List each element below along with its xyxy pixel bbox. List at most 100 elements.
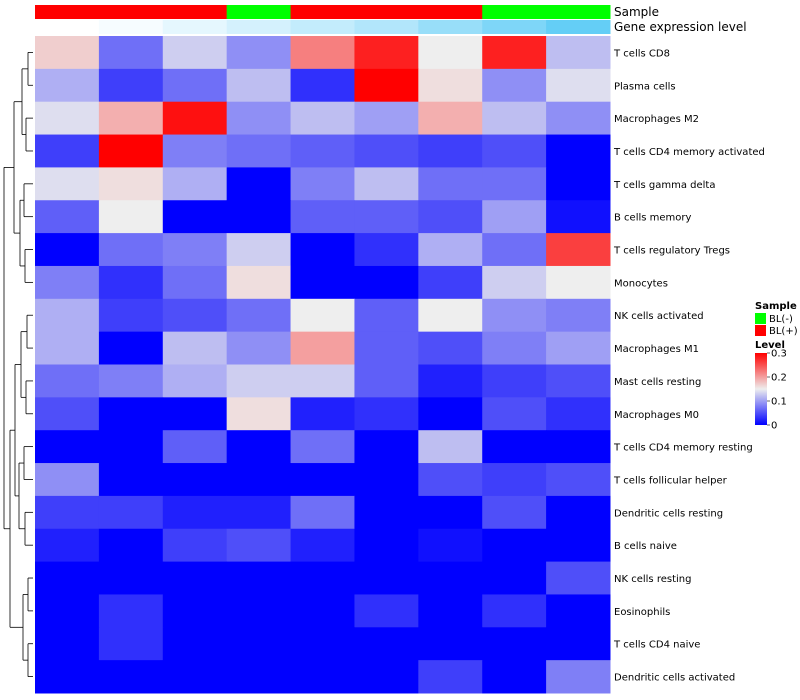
row-label: NK cells activated — [614, 311, 704, 322]
heatmap-cell — [35, 200, 100, 234]
heatmap-cell — [98, 660, 164, 694]
heatmap-cell — [290, 364, 355, 398]
row-label: Macrophages M0 — [614, 410, 699, 421]
heatmap-cell — [482, 594, 547, 628]
heatmap-cell — [226, 561, 292, 595]
expression-annotation-cell — [418, 20, 483, 34]
heatmap-cell — [482, 331, 547, 365]
heatmap-cell — [98, 430, 164, 464]
legend-swatch — [755, 313, 766, 324]
heatmap-cell — [482, 660, 547, 694]
legend-level-title: Level — [755, 340, 785, 351]
legend-sample-label: BL(-) — [769, 314, 793, 325]
row-label: Dendritic cells activated — [614, 673, 735, 684]
heatmap-cell — [35, 430, 100, 464]
expression-annotation-cell — [482, 20, 547, 34]
row-label: B cells naive — [614, 541, 677, 552]
heatmap-cell — [418, 200, 483, 234]
heatmap-cell — [162, 495, 228, 530]
heatmap-cell — [290, 36, 355, 70]
row-label: T cells regulatory Tregs — [613, 246, 730, 257]
sample-annotation-cell — [162, 5, 228, 19]
row-label: NK cells resting — [614, 574, 691, 585]
heatmap-cell — [35, 364, 100, 398]
expression-annotation-cell — [35, 20, 100, 34]
heatmap-cell — [98, 233, 164, 267]
heatmap-cell — [418, 233, 483, 267]
heatmap-cell — [98, 36, 164, 70]
sample-annotation-cell — [482, 5, 547, 19]
heatmap-cell — [35, 68, 100, 103]
heatmap-cell — [482, 134, 547, 168]
row-label: T cells follicular helper — [613, 475, 728, 486]
heatmap-cell — [354, 430, 419, 464]
heatmap-cell — [35, 167, 100, 201]
sample-annotation-label: Sample — [614, 5, 659, 19]
row-label: Macrophages M1 — [614, 344, 699, 355]
heatmap-cell — [162, 233, 228, 267]
heatmap-cell — [226, 68, 292, 103]
heatmap-cell — [290, 627, 355, 661]
heatmap-cell — [98, 298, 164, 333]
expression-annotation-cell — [162, 20, 228, 34]
heatmap-cell — [354, 36, 419, 70]
heatmap-cell — [98, 364, 164, 398]
heatmap-cell — [418, 660, 483, 694]
heatmap-cell — [98, 200, 164, 234]
legend-sample-label: BL(+) — [769, 326, 798, 337]
heatmap-cell — [546, 430, 611, 464]
heatmap-cell — [354, 68, 419, 103]
sample-annotation-cell — [546, 5, 611, 19]
heatmap-cell — [35, 331, 100, 365]
heatmap-cell — [35, 495, 100, 530]
heatmap-cell — [290, 167, 355, 201]
heatmap-cell — [482, 463, 547, 497]
legend-color-bar — [755, 353, 767, 425]
heatmap-cell — [162, 561, 228, 595]
heatmap-cell — [226, 36, 292, 70]
heatmap-cell — [98, 627, 164, 661]
heatmap-cell — [98, 167, 164, 201]
heatmap-cell — [162, 364, 228, 398]
heatmap-cell — [162, 660, 228, 694]
heatmap-cell — [418, 528, 483, 563]
row-label: B cells memory — [614, 213, 691, 224]
heatmap-cell — [418, 495, 483, 530]
heatmap-cell — [482, 397, 547, 431]
row-label: Monocytes — [614, 278, 668, 289]
heatmap-cell — [162, 397, 228, 431]
heatmap-cell — [482, 101, 547, 136]
heatmap-cell — [162, 528, 228, 563]
heatmap-cell — [546, 528, 611, 563]
heatmap-cell — [98, 561, 164, 595]
heatmap-cell — [354, 233, 419, 267]
heatmap-cell — [226, 233, 292, 267]
row-label: T cells CD4 memory resting — [613, 443, 753, 454]
sample-annotation-cell — [354, 5, 419, 19]
heatmap-cell — [354, 134, 419, 168]
heatmap-cell — [226, 331, 292, 365]
heatmap-cell — [35, 627, 100, 661]
row-label: T cells gamma delta — [613, 180, 715, 191]
heatmap-cell — [162, 430, 228, 464]
heatmap-cell — [226, 594, 292, 628]
heatmap-cell — [98, 397, 164, 431]
expression-annotation-cell — [290, 20, 355, 34]
heatmap-cell — [418, 101, 483, 136]
heatmap-cell — [418, 36, 483, 70]
heatmap-cell — [546, 167, 611, 201]
expression-annotation-cell — [354, 20, 419, 34]
heatmap-cell — [546, 265, 611, 300]
heatmap-cell — [546, 463, 611, 497]
heatmap-cell — [354, 167, 419, 201]
heatmap-cell — [162, 167, 228, 201]
heatmap-cell — [418, 134, 483, 168]
expression-annotation-cell — [98, 20, 164, 34]
heatmap-cell — [162, 200, 228, 234]
heatmap-cell — [482, 265, 547, 300]
heatmap-cell — [162, 265, 228, 300]
heatmap-cell — [482, 200, 547, 234]
heatmap-cell — [418, 68, 483, 103]
heatmap-cell — [546, 627, 611, 661]
heatmap-cell — [546, 594, 611, 628]
